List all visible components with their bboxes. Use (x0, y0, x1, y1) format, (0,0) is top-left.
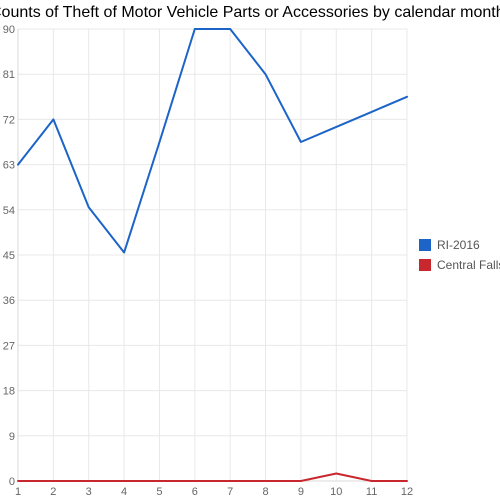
x-tick-label: 6 (192, 486, 198, 498)
y-axis-ticks: 0 9 18 27 36 45 54 63 72 81 90 (3, 24, 15, 488)
y-tick-label: 54 (3, 205, 15, 217)
x-tick-label: 1 (15, 486, 21, 498)
x-tick-label: 3 (86, 486, 92, 498)
x-tick-label: 2 (50, 486, 56, 498)
x-tick-label: 9 (298, 486, 304, 498)
y-tick-label: 45 (3, 250, 15, 262)
y-tick-label: 9 (9, 431, 15, 443)
y-tick-label: 81 (3, 69, 15, 81)
legend[interactable]: RI-2016 Central Falls (419, 238, 500, 272)
y-tick-label: 0 (9, 476, 15, 488)
legend-item[interactable]: Central Falls (419, 258, 500, 272)
x-tick-label: 5 (156, 486, 162, 498)
series-line-2 (17, 472, 408, 482)
x-tick-label: 11 (366, 486, 377, 498)
y-tick-label: 18 (3, 386, 15, 398)
y-tick-label: 90 (3, 24, 15, 36)
x-tick-label: 8 (262, 486, 268, 498)
x-tick-label: 4 (121, 486, 127, 498)
legend-swatch (419, 259, 431, 271)
y-tick-label: 36 (3, 295, 15, 307)
series-lines (17, 28, 408, 482)
legend-swatch (419, 239, 431, 251)
series-line-1 (17, 28, 408, 254)
x-tick-label: 12 (401, 486, 413, 498)
chart-title: Counts of Theft of Motor Vehicle Parts o… (0, 4, 500, 21)
y-tick-label: 27 (3, 340, 15, 352)
y-tick-label: 72 (3, 114, 15, 126)
x-axis-ticks: 1 2 3 4 5 6 7 8 9 10 11 12 (15, 486, 413, 498)
y-tick-label: 63 (3, 160, 15, 172)
gridlines (17, 28, 408, 482)
x-tick-label: 7 (227, 486, 233, 498)
legend-item[interactable]: RI-2016 (419, 238, 480, 252)
legend-label: Central Falls (437, 258, 500, 272)
legend-label: RI-2016 (437, 238, 480, 252)
x-tick-label: 10 (330, 486, 342, 498)
